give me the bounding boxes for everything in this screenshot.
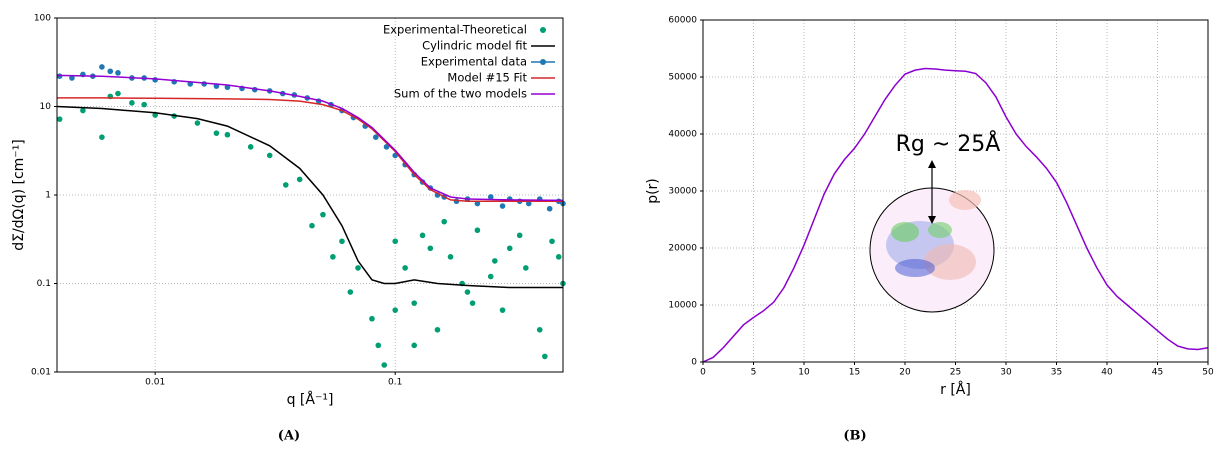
- legend-swatch: [540, 59, 546, 65]
- data-point: [517, 233, 523, 239]
- data-point: [556, 254, 562, 260]
- data-point: [435, 327, 441, 333]
- data-point: [320, 212, 326, 218]
- x-tick-label: 20: [899, 368, 911, 378]
- data-point: [115, 70, 121, 76]
- y-tick-label: 30000: [668, 187, 697, 197]
- data-point: [283, 182, 289, 188]
- data-point: [309, 223, 315, 229]
- data-line: [57, 107, 563, 288]
- data-point: [392, 238, 398, 244]
- caption: (A): [278, 429, 300, 444]
- data-point: [107, 68, 113, 74]
- data-point: [225, 132, 231, 138]
- page: 0.010.10.010.1110100q [Å⁻¹]dΣ/dΩ(q) [cm⁻…: [0, 0, 1218, 449]
- legend-label: Experimental-Theoretical: [383, 23, 527, 37]
- data-point: [402, 265, 408, 271]
- data-point: [507, 245, 513, 251]
- y-axis-label: p(r): [645, 178, 661, 204]
- legend-label: Sum of the two models: [394, 87, 527, 101]
- y-axis-label: dΣ/dΩ(q) [cm⁻¹]: [11, 139, 27, 251]
- x-tick-label: 10: [798, 368, 810, 378]
- legend-label: Model #15 Fit: [447, 71, 527, 85]
- y-tick-label: 50000: [668, 73, 697, 83]
- data-point: [330, 254, 336, 260]
- data-point: [381, 362, 387, 368]
- y-tick-label: 10: [40, 102, 52, 112]
- data-point: [475, 227, 481, 233]
- data-point: [80, 108, 86, 114]
- data-point: [542, 354, 548, 360]
- x-tick-label: 45: [1152, 368, 1163, 378]
- data-point: [99, 134, 105, 140]
- x-axis-label: q [Å⁻¹]: [287, 391, 334, 408]
- y-tick-label: 0.1: [37, 279, 51, 289]
- data-point: [214, 130, 220, 136]
- x-tick-label: 0: [700, 368, 706, 378]
- x-tick-label: 0.1: [388, 378, 402, 388]
- data-point: [99, 64, 105, 70]
- x-tick-label: 25: [950, 368, 961, 378]
- data-point: [355, 265, 361, 271]
- chart: 0.01 0.1 0.01 0.1 1 10 100 q [Å⁻¹] dΣ/dΩ(q) [cm⁻…: [11, 14, 566, 444]
- data-point: [297, 177, 303, 183]
- data-point: [57, 73, 63, 79]
- data-point: [248, 144, 254, 150]
- data-point: [152, 77, 158, 83]
- y-tick-label: 40000: [668, 130, 697, 140]
- data-point: [537, 327, 543, 333]
- data-point: [339, 238, 345, 244]
- caption: (B): [843, 429, 866, 444]
- data-point: [492, 258, 498, 264]
- data-line: [57, 98, 563, 201]
- annotation: Rg ~ 25Å: [896, 130, 1001, 157]
- x-tick-label: 15: [849, 368, 860, 378]
- data-point: [115, 91, 121, 97]
- legend-label: Cylindric model fit: [422, 39, 527, 53]
- data-point: [411, 300, 417, 306]
- data-point: [470, 300, 476, 306]
- data-point: [547, 206, 553, 212]
- data-point: [267, 153, 273, 159]
- data-point: [500, 307, 506, 313]
- x-tick-label: 30: [1000, 368, 1012, 378]
- data-point: [549, 238, 555, 244]
- data-point: [427, 245, 433, 251]
- data-point: [488, 274, 494, 280]
- data-point: [392, 307, 398, 313]
- data-point: [411, 343, 417, 349]
- data-point: [141, 102, 147, 108]
- y-tick-label: 100: [34, 14, 51, 24]
- x-axis-label: r [Å]: [940, 381, 971, 398]
- x-tick-label: 50: [1202, 368, 1214, 378]
- data-point: [500, 203, 506, 209]
- data-point: [465, 289, 471, 295]
- x-tick-label: 5: [751, 368, 757, 378]
- y-tick-label: 20000: [668, 244, 697, 254]
- data-point: [420, 233, 426, 239]
- figure: 0.010.10.010.1110100q [Å⁻¹]dΣ/dΩ(q) [cm⁻…: [0, 0, 1218, 449]
- data-point: [195, 120, 201, 126]
- x-tick-label: 35: [1051, 368, 1062, 378]
- y-tick-label: 0.01: [31, 368, 51, 378]
- data-point: [369, 316, 375, 322]
- y-tick-label: 1: [45, 191, 51, 201]
- legend-swatch: [540, 27, 546, 33]
- data-point: [375, 343, 381, 349]
- data-point: [129, 100, 135, 106]
- legend-label: Experimental data: [421, 55, 527, 69]
- y-tick-label: 10000: [668, 301, 697, 311]
- data-point: [523, 265, 529, 271]
- data-point: [348, 289, 354, 295]
- x-tick-label: 40: [1101, 368, 1113, 378]
- data-point: [448, 254, 454, 260]
- x-tick-label: 0.01: [145, 378, 165, 388]
- protein-illustration: [870, 160, 994, 312]
- data-point: [441, 219, 447, 225]
- data-point: [57, 116, 63, 122]
- y-tick-label: 0: [691, 358, 697, 368]
- y-tick-label: 60000: [668, 16, 697, 26]
